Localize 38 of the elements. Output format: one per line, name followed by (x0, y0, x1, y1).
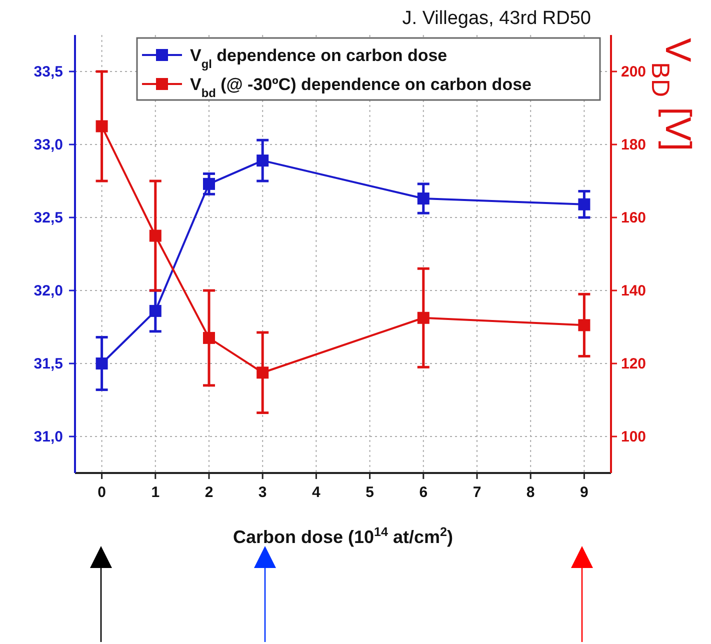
x-tick-label: 9 (580, 484, 588, 501)
x-tick-label: 3 (258, 484, 267, 501)
point (417, 312, 430, 324)
point (149, 230, 162, 242)
y2-tick-label: 140 (621, 282, 646, 300)
x-tick-label: 4 (312, 484, 322, 501)
x-tick-label: 6 (419, 484, 428, 501)
point (203, 332, 215, 344)
legend-label: V$_{gl}$ dependence on carbon dose (190, 46, 448, 71)
x-tick-label: 8 (526, 484, 535, 501)
point (256, 154, 269, 167)
point (417, 192, 430, 205)
x-tick-label: 1 (151, 484, 160, 501)
y2-tick-label: 100 (621, 428, 646, 446)
y-tick-label: 32,5 (34, 210, 63, 226)
point (578, 198, 590, 210)
y2-tick-label: 180 (621, 136, 646, 154)
point (149, 304, 162, 317)
y2-tick-label: 120 (621, 356, 646, 372)
y2-tick-label: 200 (621, 64, 646, 80)
x-axis-title: Carbon dose (10$^{14}$ at/cm$^{2}$) (232, 525, 454, 547)
point (96, 358, 108, 370)
text: J. Villegas, 43rd RD50 (402, 8, 591, 29)
point (203, 178, 215, 190)
point (256, 366, 269, 379)
legend-label: V$_{bd}$ (@ -30ºC) dependence on carbon dose (190, 75, 532, 100)
y-tick-label: 31,0 (34, 428, 63, 446)
y-tick-label: 31,5 (34, 356, 63, 372)
x-tick-label: 0 (98, 484, 106, 501)
x-tick-label: 2 (204, 484, 214, 501)
y2-tick-label: 160 (621, 210, 646, 226)
x-tick-label: 5 (366, 484, 374, 501)
y-tick-label: 32,0 (34, 282, 63, 300)
point (96, 120, 108, 132)
x-tick-label: 7 (472, 484, 482, 501)
point (578, 319, 590, 332)
y-tick-label: 33,5 (34, 64, 63, 80)
y-tick-label: 33,0 (34, 136, 63, 154)
